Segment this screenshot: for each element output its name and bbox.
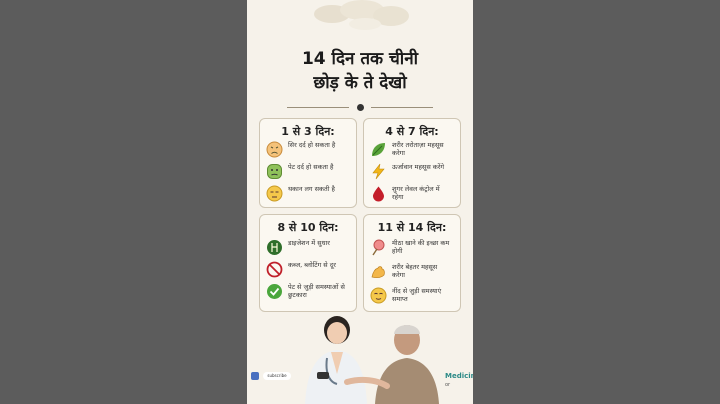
item-text: शरीर बेहतर महसूस करेगा bbox=[392, 263, 438, 279]
list-item: पेट से जुड़ी समस्याओं से छुटकारा bbox=[266, 283, 346, 300]
right-blur-bar bbox=[473, 0, 720, 404]
list-item: मीठा खाने की इच्छा कम होगी bbox=[370, 239, 450, 256]
list-item: शरीर तरोताज़ा महसूस करेगा bbox=[370, 141, 450, 158]
item-text: कब्ज, ब्लोटिंग से दूर bbox=[288, 261, 336, 269]
title-line-1: 14 दिन तक चीनी bbox=[301, 49, 419, 69]
item-text: पेट दर्द हो सकता है bbox=[288, 163, 334, 171]
stomach-icon bbox=[266, 239, 283, 256]
card-day-1-3: 1 से 3 दिन: सिर दर्द हो सकता है पेट दर्द… bbox=[259, 118, 357, 208]
muscle-arm-icon bbox=[370, 263, 387, 280]
list-item: सिर दर्द हो सकता है bbox=[266, 141, 346, 158]
lollipop-icon bbox=[370, 239, 387, 256]
title-divider bbox=[287, 104, 433, 112]
list-item: नींद से जुड़ी समस्याएं समाप्त bbox=[370, 287, 450, 304]
card-heading: 1 से 3 दिन: bbox=[281, 125, 335, 138]
list-item: शरीर बेहतर महसूस करेगा bbox=[370, 263, 450, 280]
item-text: सिर दर्द हो सकता है bbox=[288, 141, 336, 149]
item-text: नींद से जुड़ी समस्याएं समाप्त bbox=[392, 287, 442, 303]
item-text: डाइजेशन में सुधार bbox=[288, 239, 330, 247]
card-heading: 4 से 7 दिन: bbox=[385, 125, 439, 138]
item-text: पेट से जुड़ी समस्याओं से छुटकारा bbox=[288, 283, 345, 299]
divider-dot-icon bbox=[357, 104, 364, 111]
item-text: शरीर तरोताज़ा महसूस करेगा bbox=[392, 141, 444, 157]
card-heading: 11 से 14 दिन: bbox=[377, 221, 447, 234]
thumbs-up-icon bbox=[251, 372, 259, 380]
card-heading: 8 से 10 दिन: bbox=[277, 221, 339, 234]
logo-subtext: or bbox=[445, 382, 451, 388]
food-decoration-image bbox=[314, 0, 409, 30]
title-line-2: छोड़ के ते देखो bbox=[313, 73, 407, 93]
card-day-8-10: 8 से 10 दिन: डाइजेशन में सुधार कब्ज, ब्ल… bbox=[259, 214, 357, 312]
list-item: पेट दर्द हो सकता है bbox=[266, 163, 346, 180]
logo-text: Medicine bbox=[445, 372, 473, 380]
left-blur-bar bbox=[0, 0, 247, 404]
blood-drop-icon bbox=[370, 185, 387, 202]
list-item: डाइजेशन में सुधार bbox=[266, 239, 346, 256]
list-item: ऊर्जावान महसूस करेंगे bbox=[370, 163, 450, 180]
subscribe-bar[interactable]: subscribe bbox=[251, 372, 291, 380]
doctor-patient-image bbox=[247, 312, 473, 404]
item-text: शुगर लेवल कंट्रोल में रहेगा bbox=[392, 185, 440, 201]
nauseous-face-icon bbox=[266, 163, 283, 180]
item-text: थकान लग सकती है bbox=[288, 185, 335, 193]
card-day-11-14: 11 से 14 दिन: मीठा खाने की इच्छा कम होगी… bbox=[363, 214, 461, 312]
item-text: मीठा खाने की इच्छा कम होगी bbox=[392, 239, 450, 255]
relieved-face-icon bbox=[370, 287, 387, 304]
card-day-4-7: 4 से 7 दिन: शरीर तरोताज़ा महसूस करेगा ऊर… bbox=[363, 118, 461, 208]
sad-face-icon bbox=[266, 141, 283, 158]
list-item: थकान लग सकती है bbox=[266, 185, 346, 202]
no-sign-icon bbox=[266, 261, 283, 278]
check-circle-icon bbox=[266, 283, 283, 300]
item-text: ऊर्जावान महसूस करेंगे bbox=[392, 163, 445, 171]
tired-face-icon bbox=[266, 185, 283, 202]
leaf-icon bbox=[370, 141, 387, 158]
subscribe-button[interactable]: subscribe bbox=[263, 372, 291, 380]
brand-logo: Medicine or bbox=[445, 372, 473, 389]
infographic-panel: 14 दिन तक चीनी छोड़ के ते देखो 1 से 3 दि… bbox=[247, 0, 473, 404]
list-item: कब्ज, ब्लोटिंग से दूर bbox=[266, 261, 346, 278]
list-item: शुगर लेवल कंट्रोल में रहेगा bbox=[370, 185, 450, 202]
page-title: 14 दिन तक चीनी छोड़ के ते देखो bbox=[247, 48, 473, 94]
lightning-icon bbox=[370, 163, 387, 180]
